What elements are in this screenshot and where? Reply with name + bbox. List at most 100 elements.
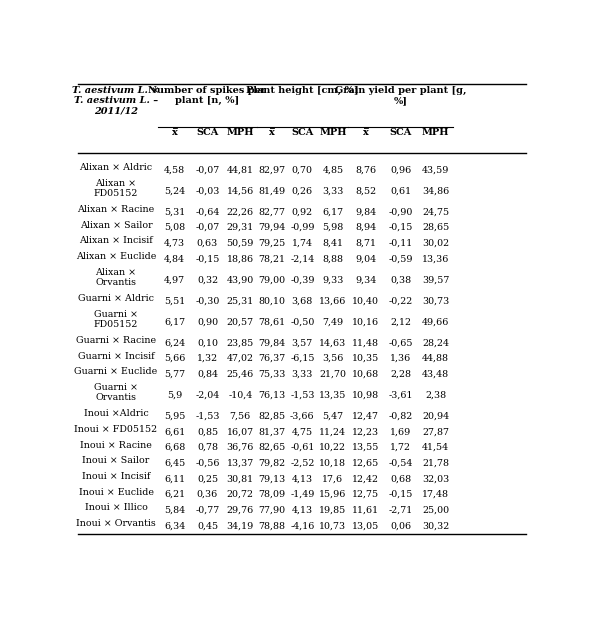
Text: -0,15: -0,15: [388, 490, 413, 499]
Text: 8,71: 8,71: [355, 239, 376, 248]
Text: -0,54: -0,54: [388, 459, 413, 468]
Text: -6,15: -6,15: [290, 354, 314, 363]
Text: 44,88: 44,88: [422, 354, 449, 363]
Text: Alixan × Incisif: Alixan × Incisif: [79, 237, 153, 245]
Text: -0,61: -0,61: [290, 443, 314, 452]
Text: Inoui × Sailor: Inoui × Sailor: [83, 456, 150, 465]
Text: MPH: MPH: [422, 128, 450, 137]
Text: 50,59: 50,59: [227, 239, 254, 248]
Text: 0,90: 0,90: [197, 318, 218, 326]
Text: 10,98: 10,98: [352, 391, 379, 400]
Text: 23,85: 23,85: [227, 338, 254, 347]
Text: 0,78: 0,78: [197, 443, 218, 452]
Text: 15,96: 15,96: [319, 490, 346, 499]
Text: 0,85: 0,85: [197, 427, 218, 436]
Text: 39,57: 39,57: [422, 276, 450, 284]
Text: 30,02: 30,02: [422, 239, 450, 248]
Text: 14,56: 14,56: [227, 187, 254, 195]
Text: 29,76: 29,76: [227, 506, 254, 515]
Text: 78,09: 78,09: [258, 490, 286, 499]
Text: -0,59: -0,59: [388, 255, 413, 263]
Text: -0,15: -0,15: [195, 255, 219, 263]
Text: 34,19: 34,19: [227, 522, 254, 530]
Text: 4,13: 4,13: [292, 475, 313, 483]
Text: 9,84: 9,84: [355, 208, 376, 216]
Text: 6,34: 6,34: [164, 522, 185, 530]
Text: 10,73: 10,73: [319, 522, 346, 530]
Text: -2,52: -2,52: [290, 459, 314, 468]
Text: 6,17: 6,17: [164, 318, 185, 326]
Text: -1,53: -1,53: [195, 412, 219, 421]
Text: 13,35: 13,35: [319, 391, 346, 400]
Text: Inoui × FD05152: Inoui × FD05152: [74, 425, 158, 434]
Text: 81,37: 81,37: [258, 427, 286, 436]
Text: Number of spikes per
plant [n, %]: Number of spikes per plant [n, %]: [149, 85, 267, 105]
Text: 30,32: 30,32: [422, 522, 450, 530]
Text: Alixan × Aldric: Alixan × Aldric: [80, 163, 153, 172]
Text: Alixan ×
Orvantis: Alixan × Orvantis: [96, 268, 137, 287]
Text: 20,57: 20,57: [227, 318, 254, 326]
Text: 4,85: 4,85: [322, 166, 343, 174]
Text: 7,56: 7,56: [230, 412, 251, 421]
Text: Inoui × Racine: Inoui × Racine: [80, 441, 152, 449]
Text: 3,57: 3,57: [291, 338, 313, 347]
Text: 43,48: 43,48: [422, 370, 450, 379]
Text: 1,32: 1,32: [197, 354, 218, 363]
Text: 47,02: 47,02: [227, 354, 254, 363]
Text: 28,24: 28,24: [422, 338, 449, 347]
Text: -0,22: -0,22: [389, 297, 413, 305]
Text: 10,18: 10,18: [319, 459, 346, 468]
Text: 5,08: 5,08: [164, 223, 185, 232]
Text: 6,11: 6,11: [164, 475, 185, 483]
Text: 2,28: 2,28: [390, 370, 411, 379]
Text: 12,65: 12,65: [352, 459, 379, 468]
Text: 12,75: 12,75: [352, 490, 379, 499]
Text: 3,33: 3,33: [322, 187, 343, 195]
Text: 19,85: 19,85: [319, 506, 346, 515]
Text: 25,00: 25,00: [422, 506, 450, 515]
Text: Inoui × Orvantis: Inoui × Orvantis: [76, 519, 156, 528]
Text: 13,37: 13,37: [227, 459, 254, 468]
Text: 1,72: 1,72: [390, 443, 411, 452]
Text: 30,81: 30,81: [227, 475, 254, 483]
Text: 0,26: 0,26: [292, 187, 313, 195]
Text: 25,31: 25,31: [227, 297, 254, 305]
Text: -0,50: -0,50: [290, 318, 314, 326]
Text: 32,03: 32,03: [422, 475, 450, 483]
Text: 0,36: 0,36: [197, 490, 218, 499]
Text: Inoui × Euclide: Inoui × Euclide: [78, 488, 153, 497]
Text: SCA: SCA: [196, 128, 219, 137]
Text: 5,77: 5,77: [164, 370, 185, 379]
Text: 0,32: 0,32: [197, 276, 218, 284]
Text: 36,76: 36,76: [227, 443, 254, 452]
Text: 0,61: 0,61: [390, 187, 411, 195]
Text: -3,61: -3,61: [388, 391, 413, 400]
Text: x̅: x̅: [269, 128, 275, 137]
Text: 5,31: 5,31: [164, 208, 185, 216]
Text: 10,16: 10,16: [352, 318, 379, 326]
Text: 5,98: 5,98: [322, 223, 343, 232]
Text: -0,11: -0,11: [389, 239, 413, 248]
Text: 79,13: 79,13: [258, 475, 286, 483]
Text: 9,33: 9,33: [322, 276, 343, 284]
Text: Alixan × Racine: Alixan × Racine: [77, 205, 155, 214]
Text: Guarni ×
FD05152: Guarni × FD05152: [94, 310, 138, 329]
Text: -0,03: -0,03: [195, 187, 219, 195]
Text: 82,97: 82,97: [258, 166, 286, 174]
Text: Guarni × Euclide: Guarni × Euclide: [74, 367, 158, 376]
Text: 77,90: 77,90: [258, 506, 286, 515]
Text: 4,97: 4,97: [164, 276, 185, 284]
Text: 0,68: 0,68: [390, 475, 411, 483]
Text: 27,87: 27,87: [422, 427, 449, 436]
Text: 0,06: 0,06: [390, 522, 411, 530]
Text: 79,84: 79,84: [258, 338, 286, 347]
Text: 6,24: 6,24: [164, 338, 185, 347]
Text: SCA: SCA: [389, 128, 412, 137]
Text: x̅: x̅: [172, 128, 178, 137]
Text: 0,45: 0,45: [197, 522, 218, 530]
Text: -0,64: -0,64: [195, 208, 219, 216]
Text: 0,70: 0,70: [292, 166, 313, 174]
Text: 12,42: 12,42: [352, 475, 379, 483]
Text: 18,86: 18,86: [227, 255, 254, 263]
Text: 24,75: 24,75: [422, 208, 450, 216]
